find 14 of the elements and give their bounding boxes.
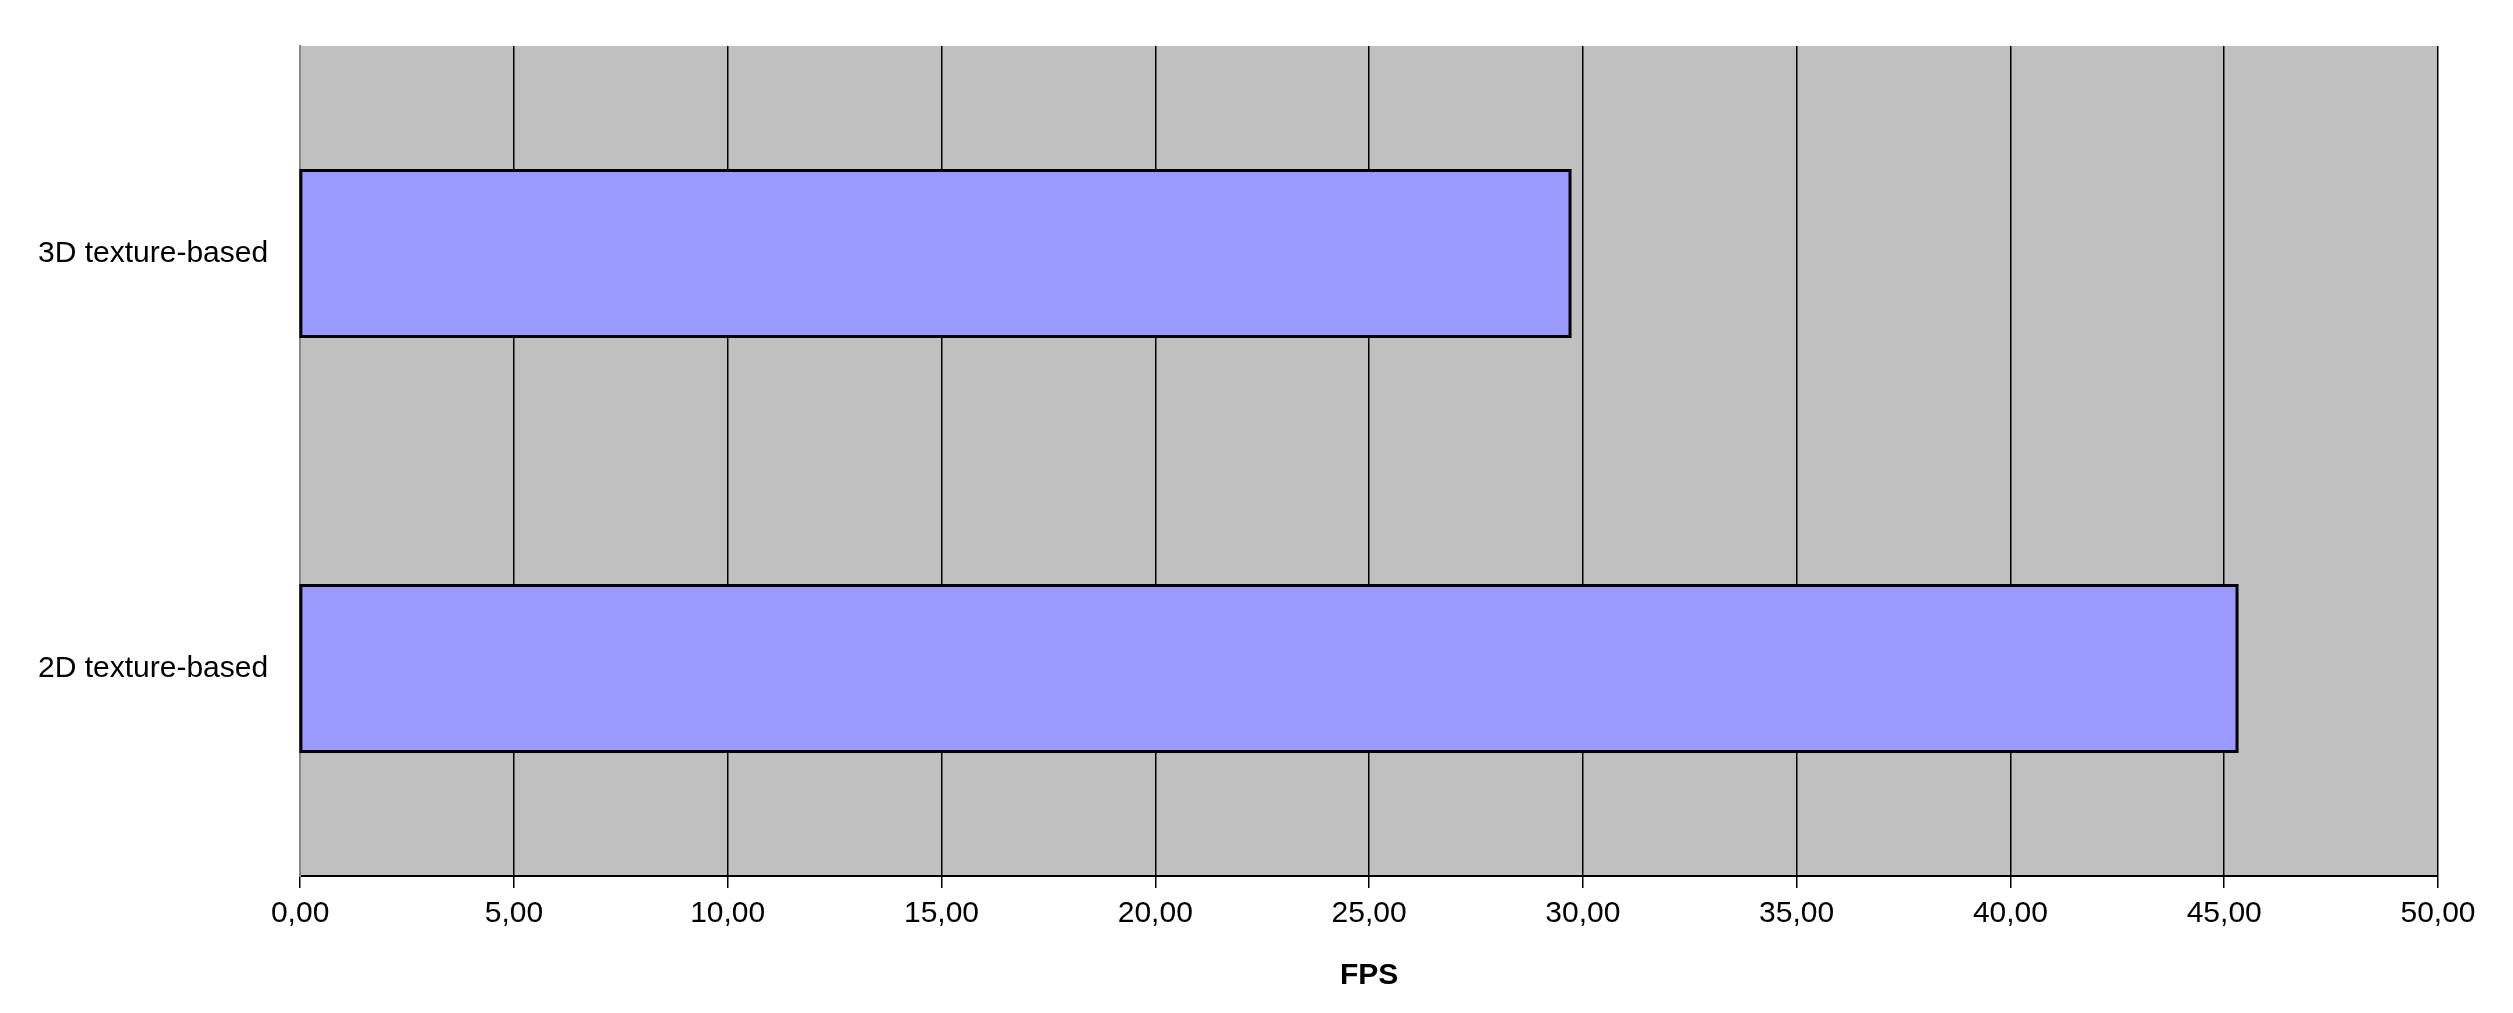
x-tick-label: 5,00 <box>484 895 544 929</box>
x-tick-label: 50,00 <box>2400 895 2476 929</box>
x-tick-label: 25,00 <box>1331 895 1407 929</box>
x-tick-label: 10,00 <box>690 895 766 929</box>
y-tick-label: 3D texture-based <box>37 234 269 268</box>
x-tick-label: 15,00 <box>903 895 980 929</box>
x-tick-label: 35,00 <box>1759 895 1835 929</box>
x-tick-label: 40,00 <box>1972 895 2048 929</box>
x-tick-label: 45,00 <box>2186 895 2262 929</box>
x-tick-label: 20,00 <box>1117 895 1193 929</box>
y-tick-label: 2D texture-based <box>37 649 269 683</box>
x-tick-label: 30,00 <box>1545 895 1621 929</box>
x-axis-title: FPS <box>1339 957 1399 991</box>
x-tick-label: 0,00 <box>270 895 330 929</box>
